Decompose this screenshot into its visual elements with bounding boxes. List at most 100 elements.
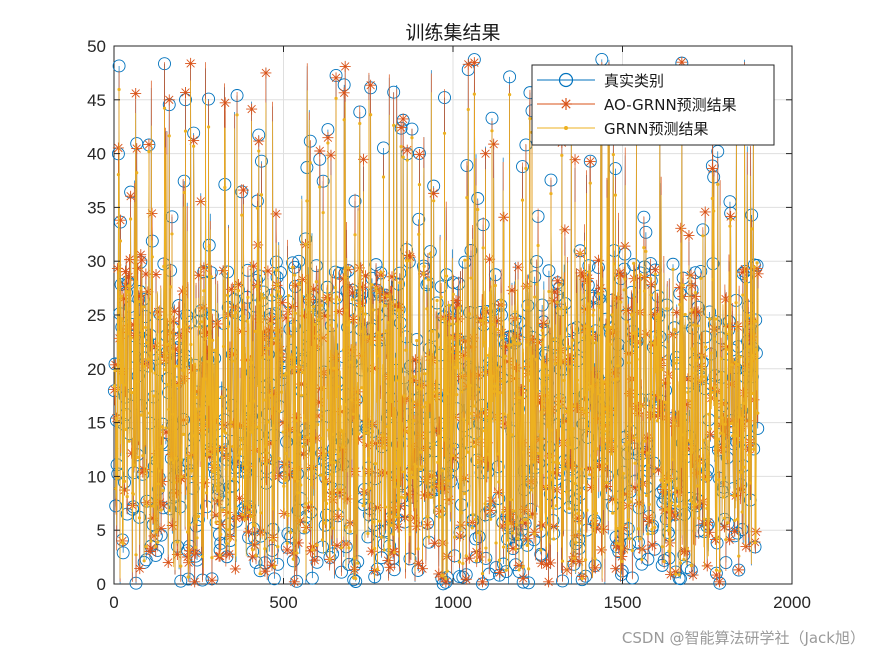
grnn-point: [411, 400, 415, 404]
grnn-point: [428, 252, 432, 256]
grnn-point: [388, 544, 392, 548]
grnn-point: [375, 567, 379, 571]
grnn-point: [227, 528, 231, 532]
grnn-point: [408, 532, 412, 537]
true-point: [391, 277, 405, 291]
ao-grnn-point: [132, 262, 144, 274]
grnn-point: [509, 498, 513, 502]
ao-grnn-point: [273, 470, 285, 482]
grnn-point: [591, 313, 595, 317]
ao-grnn-point: [281, 544, 293, 556]
ao-grnn-point: [109, 359, 121, 371]
grnn-point: [676, 504, 681, 508]
grnn-point: [287, 457, 291, 461]
ao-grnn-point: [334, 486, 346, 498]
grnn-point: [248, 411, 252, 415]
y-tick-label: 45: [87, 91, 106, 110]
ao-grnn-point: [577, 270, 589, 282]
grnn-point: [292, 323, 296, 327]
ao-grnn-point: [270, 208, 282, 220]
ao-grnn-point: [203, 417, 215, 429]
ao-grnn-point: [123, 271, 135, 283]
ao-grnn-point: [365, 79, 377, 91]
grnn-point: [550, 478, 554, 482]
ao-grnn-point: [190, 547, 202, 559]
grnn-point: [385, 424, 390, 429]
grnn-point: [162, 264, 166, 268]
grnn-point: [122, 408, 126, 412]
grnn-point: [537, 451, 541, 456]
ao-grnn-point: [339, 60, 351, 72]
grnn-point: [333, 286, 337, 290]
grnn-point: [410, 136, 414, 140]
grnn-point: [745, 370, 749, 375]
grnn-point: [609, 325, 613, 329]
grnn-point: [663, 400, 668, 404]
ao-grnn-point: [193, 269, 205, 281]
ao-grnn-point: [346, 287, 358, 299]
grnn-point: [602, 429, 607, 433]
grnn-point: [286, 514, 290, 518]
grnn-point: [660, 545, 664, 549]
grnn-point: [166, 407, 171, 412]
grnn-point: [453, 535, 457, 539]
grnn-point: [619, 300, 623, 304]
ao-grnn-point: [140, 268, 152, 280]
grnn-point: [570, 476, 574, 480]
grnn-point: [556, 307, 560, 311]
grnn-point: [528, 117, 532, 121]
grnn-point: [263, 547, 267, 551]
grnn-point: [194, 520, 198, 524]
grnn-point: [163, 368, 167, 372]
grnn-point: [217, 496, 221, 500]
grnn-point: [214, 520, 218, 525]
grnn-point: [276, 545, 280, 549]
grnn-point: [615, 377, 620, 381]
grnn-point: [174, 456, 178, 460]
grnn-point: [335, 295, 339, 299]
ao-grnn-point: [484, 253, 496, 265]
grnn-point: [471, 513, 475, 517]
grnn-point: [432, 442, 436, 446]
grnn-point: [219, 532, 223, 536]
grnn-point: [165, 342, 169, 347]
grnn-point: [434, 390, 438, 394]
grnn-point: [696, 324, 700, 328]
grnn-point: [297, 282, 301, 286]
grnn-point: [244, 465, 249, 469]
ao-grnn-point: [463, 552, 475, 564]
grnn-point: [116, 476, 120, 480]
grnn-point: [357, 304, 361, 308]
grnn-point: [519, 396, 523, 400]
grnn-point: [641, 457, 645, 461]
grnn-point: [387, 390, 391, 395]
ao-grnn-point: [331, 540, 343, 552]
grnn-point: [722, 516, 727, 520]
ao-grnn-point: [314, 145, 326, 157]
ao-grnn-point: [147, 512, 159, 524]
grnn-point: [693, 371, 697, 375]
grnn-point: [426, 278, 430, 282]
grnn-point: [683, 312, 687, 317]
grnn-point: [715, 536, 719, 540]
grnn-point: [216, 486, 220, 490]
ao-grnn-point: [573, 555, 585, 567]
grnn-point: [218, 553, 222, 558]
grnn-point: [147, 150, 151, 154]
grnn-point: [133, 359, 137, 364]
grnn-point: [288, 334, 292, 338]
grnn-point: [455, 392, 459, 397]
grnn-point: [615, 541, 619, 545]
ao-grnn-point: [156, 475, 168, 487]
x-tick-label: 1000: [434, 593, 472, 612]
grnn-point: [191, 477, 195, 481]
grnn-point: [682, 557, 686, 562]
grnn-point: [385, 294, 389, 298]
ao-grnn-point: [641, 432, 653, 444]
grnn-point: [611, 511, 615, 515]
grnn-point: [289, 530, 293, 535]
grnn-point: [329, 460, 333, 465]
grnn-point: [198, 415, 203, 419]
grnn-point: [403, 495, 407, 499]
ao-grnn-point: [198, 262, 210, 274]
